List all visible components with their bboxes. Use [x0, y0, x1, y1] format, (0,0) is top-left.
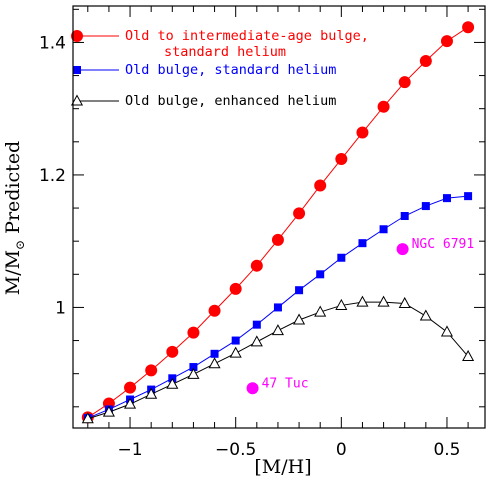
x-axis-label: [M/H]	[254, 456, 311, 478]
data-point-circle	[335, 153, 348, 166]
y-axis-label: M/M⊙ Predicted	[2, 141, 27, 295]
legend-label: Old bulge, enhanced helium	[125, 93, 336, 109]
data-point-triangle	[81, 412, 94, 424]
data-point-triangle	[314, 305, 327, 317]
x-tick-label: 0.5	[433, 440, 460, 460]
data-point-circle	[71, 30, 83, 42]
data-point-triangle	[124, 397, 137, 409]
series-line	[87, 301, 469, 420]
x-tick-label: −1	[118, 440, 143, 460]
data-point-square	[316, 270, 325, 279]
y-axis-label-sub: ⊙	[13, 240, 27, 250]
data-point-circle	[377, 100, 390, 113]
axis-ticks	[73, 6, 485, 428]
x-tick-label: −0.5	[215, 440, 256, 460]
data-point-square	[442, 194, 451, 203]
data-point-square	[358, 239, 367, 248]
data-point-circle	[462, 21, 475, 34]
y-tick-label: 1	[55, 298, 66, 318]
legend-label: Old bulge, standard helium	[125, 62, 336, 78]
data-point-triangle	[229, 346, 242, 358]
data-point-circle	[440, 35, 453, 48]
data-point-triangle	[102, 405, 115, 417]
data-point-triangle	[187, 367, 200, 379]
data-point-circle	[293, 207, 306, 220]
series-layer	[81, 21, 475, 424]
data-point-triangle	[419, 309, 432, 321]
data-point-circle	[271, 233, 284, 246]
data-point-circle	[124, 381, 137, 394]
series-2	[81, 295, 475, 424]
y-tick-label: 1.4	[39, 33, 66, 53]
cluster-point	[246, 382, 259, 395]
series-line	[87, 26, 469, 418]
legend: Old to intermediate-age bulge,standard h…	[70, 28, 369, 109]
data-point-circle	[250, 259, 263, 272]
data-point-circle	[356, 126, 369, 139]
data-point-circle	[208, 304, 221, 317]
data-point-triangle	[377, 295, 390, 307]
data-point-circle	[166, 345, 179, 358]
plot-frame	[72, 5, 486, 429]
data-point-square	[73, 66, 81, 74]
cluster-label: NGC 6791	[412, 237, 475, 252]
data-point-triangle	[293, 313, 306, 325]
cluster-point	[396, 243, 409, 256]
data-point-triangle	[398, 296, 411, 308]
data-point-square	[273, 303, 282, 312]
data-point-triangle	[335, 298, 348, 310]
y-axis-label-suffix: Predicted	[2, 141, 24, 234]
data-point-circle	[187, 326, 200, 339]
data-point-square	[379, 225, 388, 234]
data-point-triangle	[356, 295, 369, 307]
data-point-triangle	[250, 335, 263, 347]
tick-labels: −1 −0.5 0 0.5 1 1.2 1.4	[39, 33, 461, 460]
data-point-square	[337, 253, 346, 262]
data-point-square	[252, 320, 261, 329]
legend-label: Old to intermediate-age bulge,	[125, 28, 369, 44]
data-point-square	[421, 202, 430, 211]
data-point-square	[189, 363, 198, 372]
y-axis-label-group: M/M⊙ Predicted	[2, 141, 27, 295]
data-point-circle	[314, 179, 327, 192]
data-point-circle	[229, 282, 242, 295]
data-point-triangle	[145, 387, 158, 399]
legend-label: standard helium	[164, 44, 286, 60]
data-point-square	[464, 192, 473, 201]
data-point-triangle	[208, 357, 221, 369]
data-point-circle	[398, 76, 411, 89]
data-point-square	[295, 286, 304, 295]
data-point-triangle	[440, 325, 454, 337]
data-point-square	[231, 336, 240, 345]
data-point-circle	[419, 54, 432, 67]
data-point-triangle	[70, 94, 84, 106]
data-point-triangle	[271, 324, 284, 336]
y-tick-label: 1.2	[39, 166, 66, 186]
series-0	[81, 21, 475, 424]
data-point-triangle	[166, 377, 179, 389]
data-point-square	[400, 212, 409, 221]
y-axis-label-main: M/M	[2, 250, 24, 295]
data-point-circle	[145, 364, 158, 377]
data-point-triangle	[462, 349, 475, 361]
x-tick-label: 0	[336, 440, 347, 460]
data-point-square	[210, 349, 219, 358]
cluster-label: 47 Tuc	[262, 376, 309, 391]
cluster-layer: NGC 6791 47 Tuc	[246, 237, 475, 395]
